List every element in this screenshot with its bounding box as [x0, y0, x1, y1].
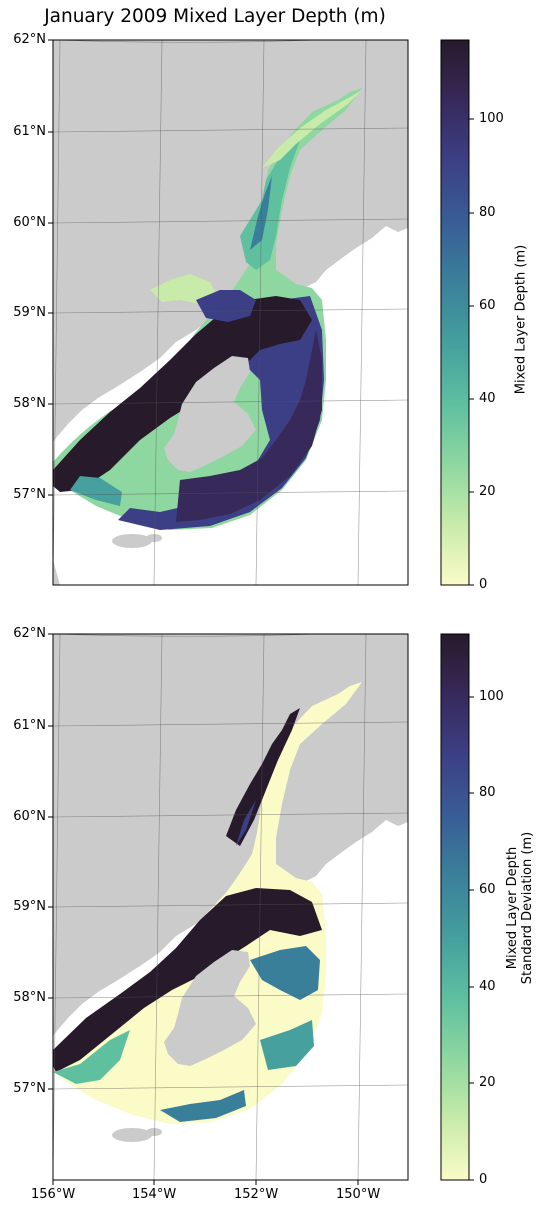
colorbar-label-line: Standard Deviation (m) [520, 831, 535, 985]
map-panel-std [48, 633, 409, 1185]
colorbar-tick: 80 [479, 785, 496, 800]
colorbar-tick: 20 [479, 1075, 496, 1090]
lon-label: 154°W [132, 1187, 177, 1202]
lat-label: 62°N [13, 32, 46, 47]
colorbar-label-line: Mixed Layer Depth [505, 846, 520, 970]
lat-label: 57°N [13, 1081, 46, 1096]
colorbar-tick: 100 [479, 111, 504, 126]
lon-label: 156°W [31, 1187, 76, 1202]
lon-label: 150°W [336, 1187, 381, 1202]
lat-label: 60°N [13, 215, 46, 230]
lat-label: 58°N [13, 990, 46, 1005]
colorbar-label: Mixed Layer Depth (m) [513, 244, 529, 395]
colorbar-tick: 40 [479, 391, 496, 406]
land-mass [53, 40, 408, 442]
colorbar-tick: 0 [479, 577, 488, 592]
lat-label: 61°N [13, 124, 46, 139]
map-panel-mean [48, 39, 409, 586]
colorbar-std [440, 633, 474, 1181]
colorbar-tick: 80 [479, 205, 496, 220]
colorbar-tick: 0 [479, 1172, 488, 1187]
graticule [53, 40, 408, 585]
figure-title: January 2009 Mixed Layer Depth (m) [44, 6, 386, 27]
colorbar-tick: 40 [479, 979, 496, 994]
lat-label: 60°N [13, 809, 46, 824]
lat-label: 59°N [13, 305, 46, 320]
lat-label: 57°N [13, 487, 46, 502]
lat-label: 59°N [13, 899, 46, 914]
colorbar-tick: 60 [479, 882, 496, 897]
colorbar-label: Mixed Layer Depth Standard Deviation (m) [505, 808, 537, 1008]
colorbar-mean [440, 39, 474, 586]
colorbar-tick: 20 [479, 484, 496, 499]
graticule [53, 634, 408, 1180]
lat-label: 58°N [13, 396, 46, 411]
colorbar-tick: 60 [479, 298, 496, 313]
lon-label: 152°W [234, 1187, 279, 1202]
colorbar-tick: 100 [479, 689, 504, 704]
lat-label: 62°N [13, 626, 46, 641]
lat-label: 61°N [13, 718, 46, 733]
